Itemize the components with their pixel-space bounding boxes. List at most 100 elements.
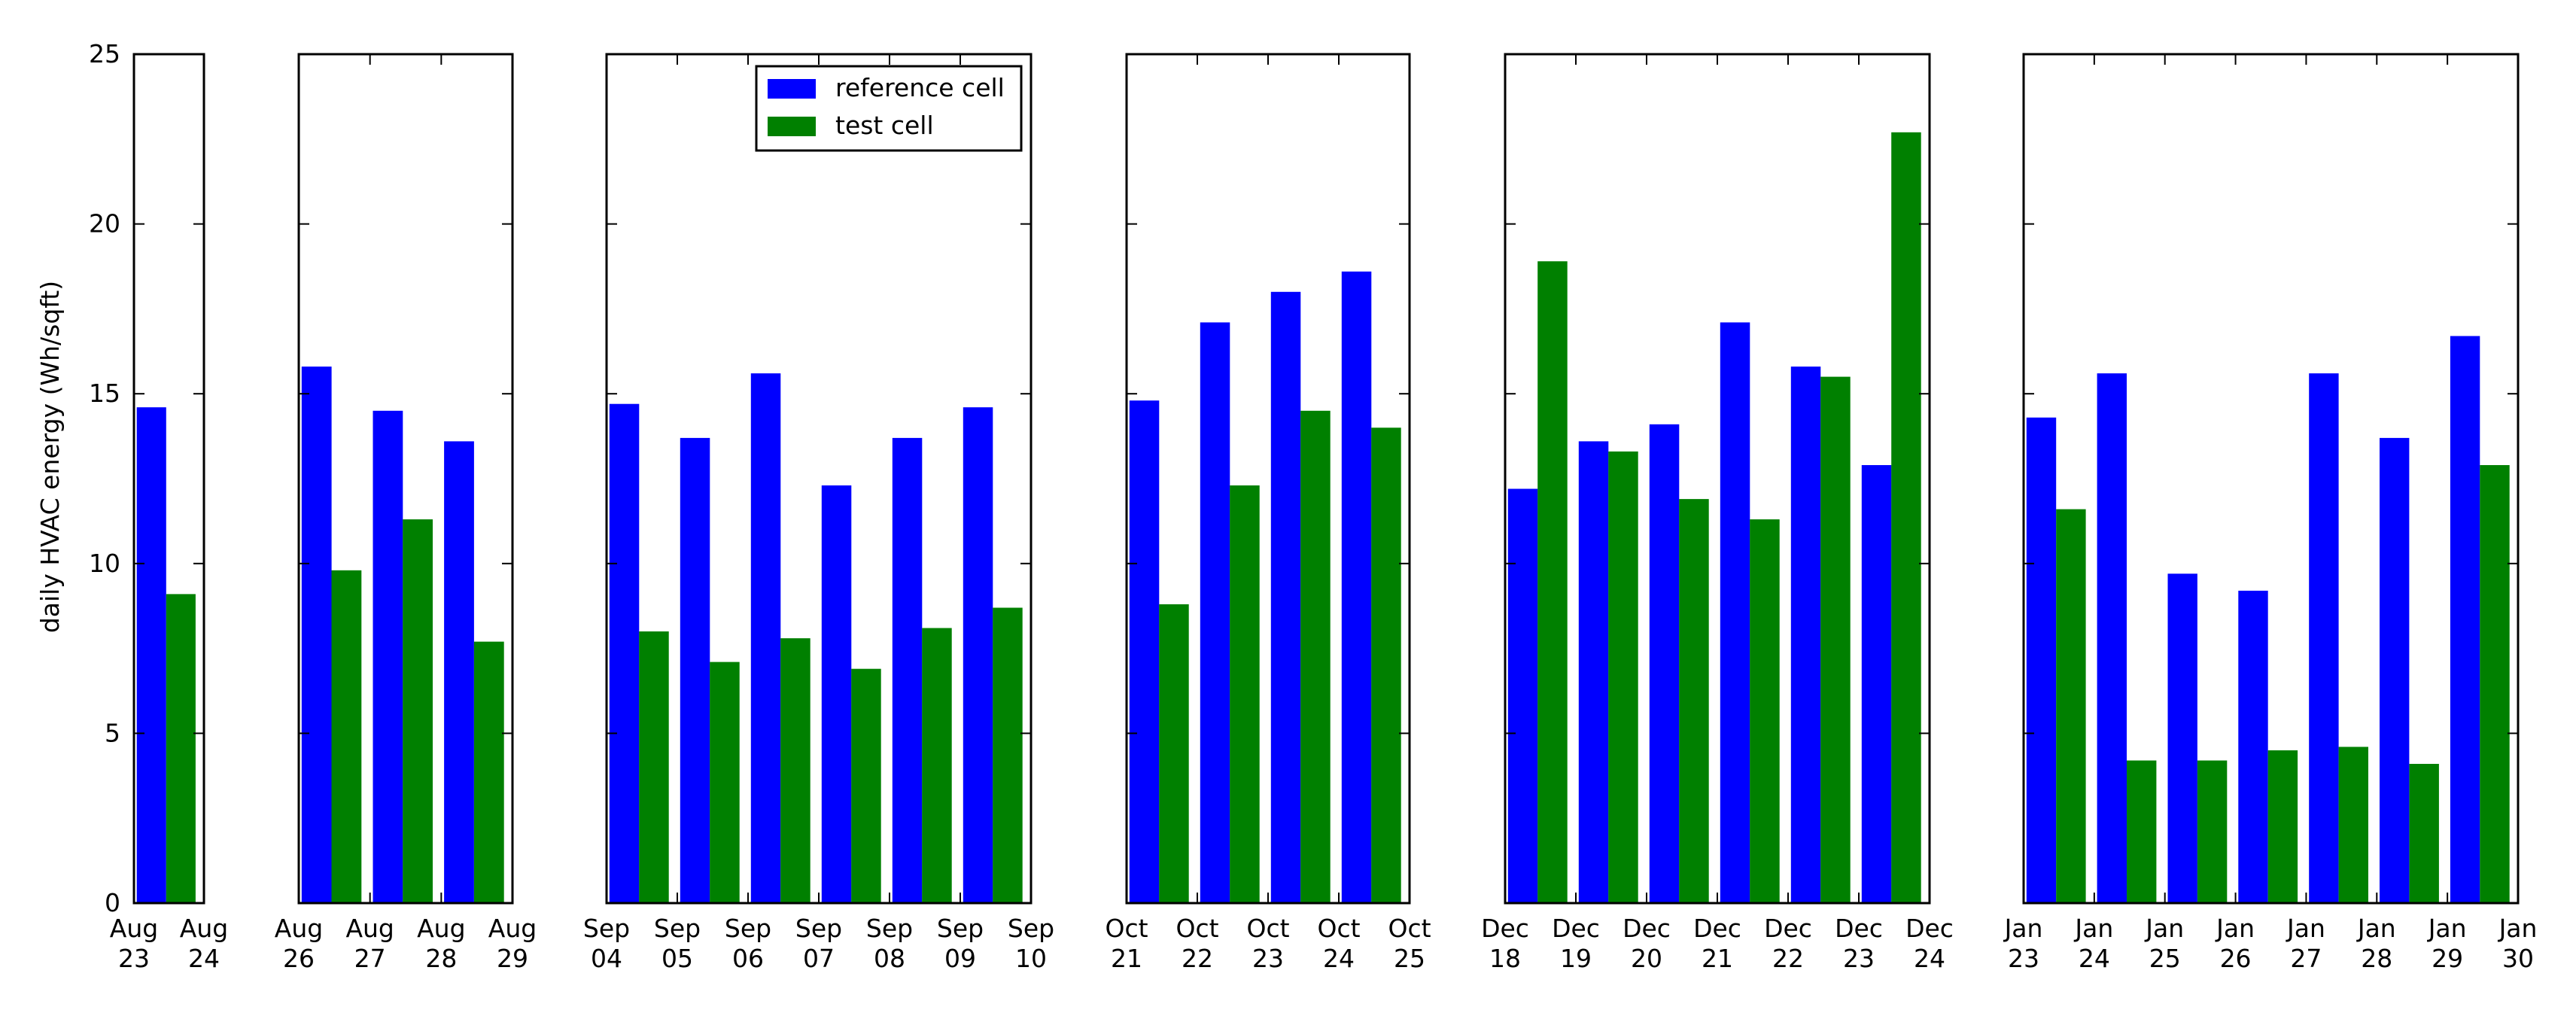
x-tick-label-month: Dec bbox=[1835, 914, 1883, 943]
legend-label-test: test cell bbox=[835, 111, 934, 140]
x-tick-label-day: 22 bbox=[1772, 944, 1804, 973]
x-tick-label-month: Jan bbox=[2144, 914, 2184, 943]
bar-reference-jan-27 bbox=[2309, 373, 2339, 904]
x-tick-label-day: 19 bbox=[1560, 944, 1592, 973]
x-tick-label-month: Oct bbox=[1246, 914, 1289, 943]
x-tick-label-month: Jan bbox=[2215, 914, 2255, 943]
bar-test-aug-23 bbox=[166, 594, 196, 903]
x-tick-label-month: Sep bbox=[937, 914, 984, 943]
legend-swatch-test bbox=[768, 117, 816, 136]
bar-test-jan-23 bbox=[2056, 509, 2086, 903]
y-tick-label: 15 bbox=[89, 379, 120, 408]
x-tick-label-month: Aug bbox=[417, 914, 465, 943]
bar-reference-sep-09 bbox=[963, 407, 993, 903]
bar-test-sep-05 bbox=[710, 662, 740, 903]
bar-test-sep-07 bbox=[851, 668, 881, 903]
bar-reference-dec-18 bbox=[1507, 488, 1538, 903]
y-axis-label-svg: daily HVAC energy (Wh/sqft) bbox=[35, 281, 65, 633]
x-tick-label-day: 27 bbox=[2290, 944, 2322, 973]
bar-reference-jan-25 bbox=[2167, 573, 2197, 903]
x-tick-label-month: Aug bbox=[345, 914, 394, 943]
x-tick-label-day: 26 bbox=[2220, 944, 2252, 973]
bar-reference-dec-20 bbox=[1649, 424, 1680, 903]
x-tick-label-day: 26 bbox=[283, 944, 315, 973]
bar-reference-jan-28 bbox=[2380, 437, 2410, 903]
bar-reference-oct-21 bbox=[1129, 400, 1160, 903]
bar-test-sep-09 bbox=[993, 607, 1023, 903]
legend-label-reference: reference cell bbox=[835, 73, 1005, 102]
bar-reference-dec-19 bbox=[1578, 441, 1609, 903]
x-tick-label-month: Oct bbox=[1175, 914, 1218, 943]
bar-test-jan-28 bbox=[2409, 764, 2439, 903]
bar-test-dec-20 bbox=[1679, 499, 1709, 903]
bar-test-oct-24 bbox=[1371, 427, 1401, 903]
bar-test-sep-06 bbox=[780, 638, 811, 903]
y-axis-label: daily HVAC energy (Wh/sqft) bbox=[36, 281, 65, 633]
bar-reference-sep-07 bbox=[821, 485, 852, 903]
bar-test-sep-08 bbox=[922, 628, 952, 903]
x-tick-label-month: Jan bbox=[2073, 914, 2113, 943]
x-tick-label-day: 04 bbox=[591, 944, 622, 973]
x-tick-label-day: 24 bbox=[1914, 944, 1945, 973]
bar-reference-oct-23 bbox=[1270, 291, 1301, 903]
bar-reference-jan-23 bbox=[2026, 417, 2057, 903]
y-axis-label-wrap: daily HVAC energy (Wh/sqft) bbox=[35, 0, 74, 1016]
bar-reference-sep-06 bbox=[750, 373, 781, 904]
bar-reference-aug-26 bbox=[301, 367, 332, 904]
y-tick-label: 0 bbox=[105, 888, 120, 917]
bar-reference-oct-22 bbox=[1200, 322, 1230, 903]
x-tick-label-month: Dec bbox=[1623, 914, 1671, 943]
x-tick-label-day: 07 bbox=[803, 944, 835, 973]
bar-test-oct-23 bbox=[1300, 410, 1331, 903]
x-tick-label-month: Sep bbox=[583, 914, 630, 943]
bar-test-aug-27 bbox=[403, 519, 433, 903]
x-tick-label-day: 25 bbox=[1394, 944, 1425, 973]
x-tick-label-day: 05 bbox=[661, 944, 693, 973]
x-tick-label-month: Aug bbox=[275, 914, 323, 943]
x-tick-label-day: 10 bbox=[1015, 944, 1047, 973]
bar-test-dec-21 bbox=[1750, 519, 1780, 903]
x-tick-label-month: Jan bbox=[2427, 914, 2467, 943]
x-tick-label-day: 22 bbox=[1182, 944, 1213, 973]
bar-reference-aug-23 bbox=[136, 407, 166, 903]
x-tick-label-day: 24 bbox=[1323, 944, 1355, 973]
bar-test-dec-18 bbox=[1537, 261, 1568, 903]
bar-test-dec-23 bbox=[1891, 132, 1921, 903]
x-tick-label-month: Sep bbox=[866, 914, 913, 943]
bar-reference-dec-21 bbox=[1720, 322, 1750, 903]
bar-test-sep-04 bbox=[639, 631, 669, 903]
bar-test-dec-22 bbox=[1820, 376, 1851, 904]
bar-reference-jan-24 bbox=[2097, 373, 2127, 904]
x-tick-label-month: Oct bbox=[1388, 914, 1431, 943]
x-tick-label-day: 28 bbox=[425, 944, 457, 973]
x-tick-label-month: Jan bbox=[2498, 914, 2538, 943]
bar-test-oct-21 bbox=[1159, 604, 1189, 903]
bar-reference-sep-04 bbox=[609, 403, 640, 903]
x-tick-label-month: Sep bbox=[1008, 914, 1054, 943]
bar-reference-jan-26 bbox=[2238, 590, 2268, 903]
panel-frame bbox=[297, 53, 514, 905]
x-tick-label-day: 20 bbox=[1631, 944, 1662, 973]
x-tick-label-month: Aug bbox=[110, 914, 158, 943]
bar-test-jan-27 bbox=[2338, 747, 2368, 903]
x-tick-label-day: 28 bbox=[2361, 944, 2392, 973]
legend-swatch-reference bbox=[768, 79, 816, 99]
x-tick-label-day: 23 bbox=[1252, 944, 1284, 973]
x-tick-label-day: 24 bbox=[2079, 944, 2110, 973]
bar-test-jan-26 bbox=[2267, 750, 2298, 903]
x-tick-label-day: 30 bbox=[2502, 944, 2534, 973]
x-tick-label-month: Sep bbox=[725, 914, 771, 943]
x-tick-label-day: 21 bbox=[1111, 944, 1142, 973]
bar-reference-jan-29 bbox=[2450, 336, 2480, 903]
x-tick-label-day: 06 bbox=[732, 944, 764, 973]
x-tick-label-month: Aug bbox=[180, 914, 228, 943]
bar-reference-sep-05 bbox=[680, 437, 710, 903]
y-tick-label: 20 bbox=[89, 209, 120, 239]
x-tick-label-month: Jan bbox=[2356, 914, 2396, 943]
bar-test-aug-28 bbox=[473, 641, 504, 903]
x-tick-label-month: Jan bbox=[2286, 914, 2325, 943]
x-tick-label-month: Sep bbox=[795, 914, 842, 943]
